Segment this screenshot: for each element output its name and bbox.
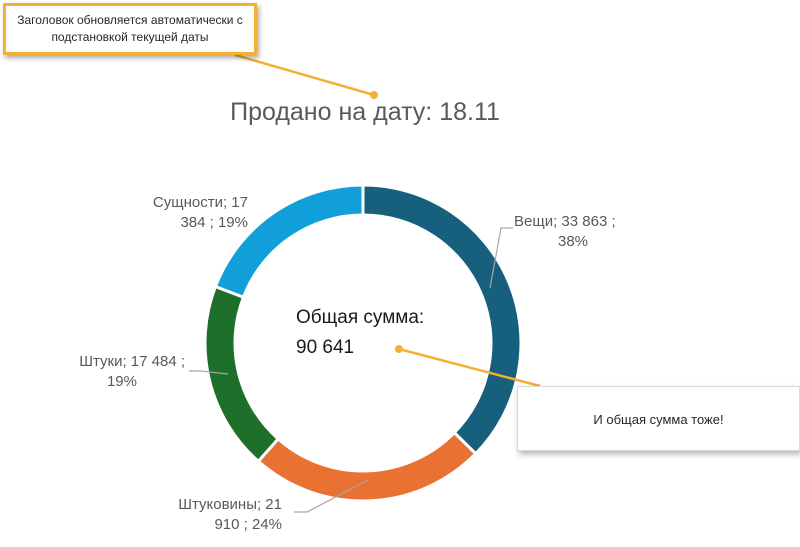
leader-line-pieces (189, 370, 229, 375)
data-label-items-line1: Вещи; 33 863 ; (514, 213, 616, 230)
data-label-entities: Сущности; 17 384 ; 19% (118, 193, 248, 233)
data-label-entities-line1: Сущности; 17 (152, 194, 248, 211)
data-label-widgets-line1: Штуковины; 21 (178, 496, 282, 513)
total-label: Общая сумма: 90 641 (296, 303, 424, 363)
total-label-caption: Общая сумма: (296, 307, 425, 328)
leader-line-items (489, 227, 513, 289)
chart-title: Продано на дату: 18.11 (230, 98, 500, 126)
slice-entities (213, 183, 365, 300)
data-label-items-line2: 38% (558, 233, 589, 250)
data-label-widgets: Штуковины; 21 910 ; 24% (152, 495, 282, 535)
data-label-widgets-line2: 910 ; 24% (214, 516, 282, 533)
title-note-line2: подстановкой текущей даты (51, 30, 209, 44)
total-note-callout: И общая сумма тоже! (517, 386, 800, 451)
data-label-entities-line2: 384 ; 19% (180, 214, 248, 231)
data-label-pieces-line2: 19% (106, 373, 137, 390)
slice-pieces (203, 284, 281, 464)
leader-line-widgets (294, 479, 369, 513)
data-label-pieces-line1: Штуки; 17 484 ; (79, 353, 185, 370)
title-callout-connector (234, 53, 375, 97)
slice-widgets (256, 430, 478, 503)
data-label-items: Вещи; 33 863 ; 38% (514, 212, 616, 252)
total-callout-connector (398, 347, 541, 388)
total-label-value: 90 641 (296, 337, 355, 358)
title-callout-dot (370, 91, 378, 99)
title-note-callout: Заголовок обновляется автоматически с по… (3, 3, 257, 55)
data-label-pieces: Штуки; 17 484 ; 19% (40, 352, 185, 392)
total-callout-dot (395, 345, 403, 353)
title-note-line1: Заголовок обновляется автоматически с (17, 13, 243, 27)
